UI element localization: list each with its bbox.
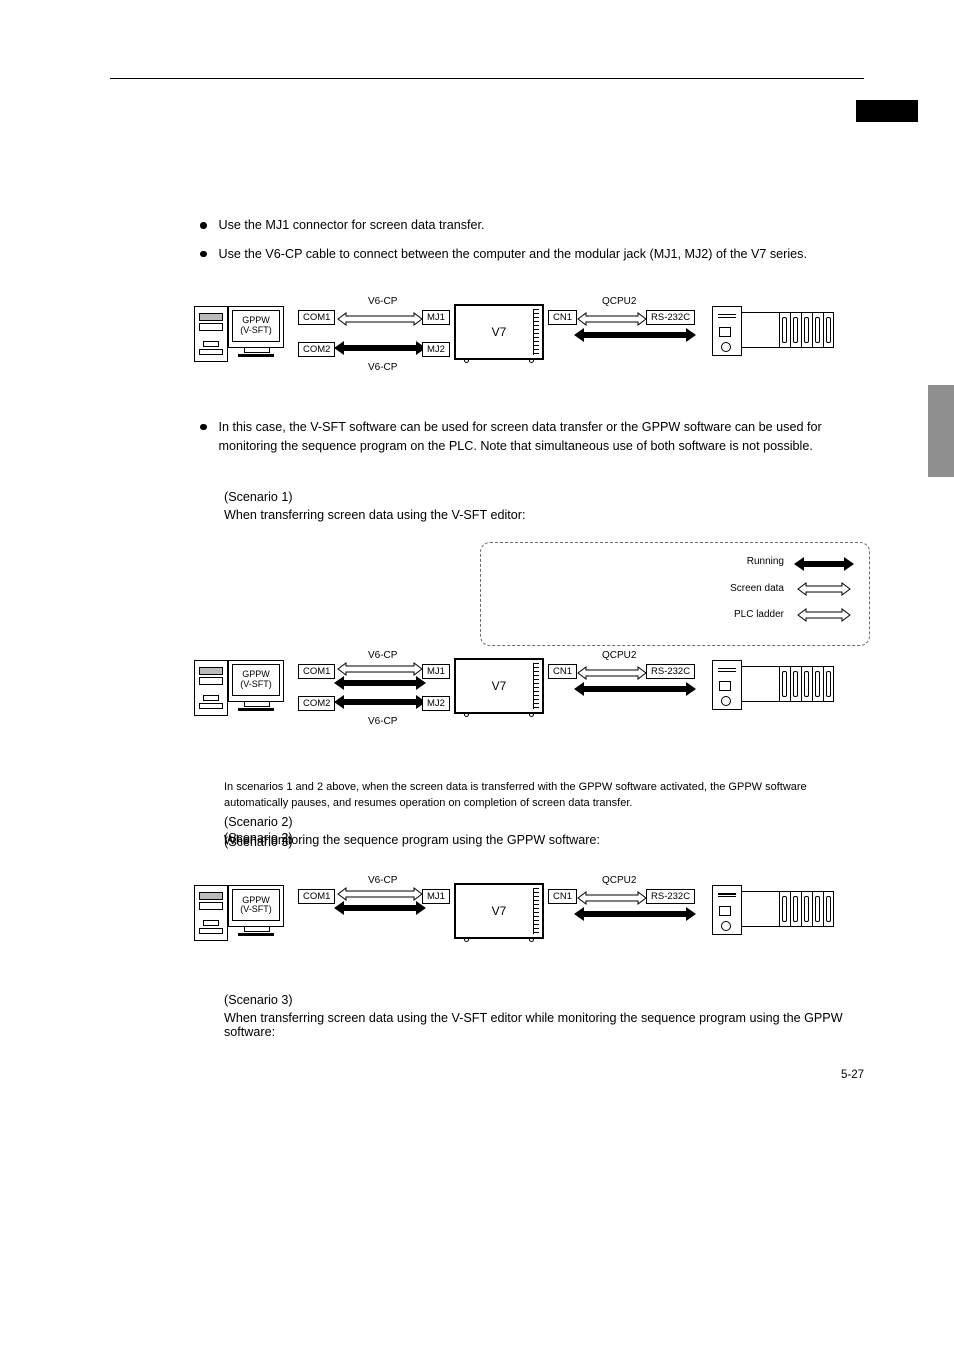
cn1-port: CN1: [548, 310, 577, 325]
com1-port: COM1: [298, 310, 335, 325]
diagram-overview: GPPW (V-SFT) COM1 COM2 V6-CP V6-CP MJ1 M…: [194, 278, 834, 388]
page-number: 5-27: [841, 1069, 864, 1081]
legend-screen: Screen data: [730, 582, 852, 596]
scenario-1-subtitle: When transferring screen data using the …: [224, 508, 864, 522]
pc-monitor-icon: GPPW (V-SFT): [228, 660, 284, 702]
mj1-port: MJ1: [422, 310, 450, 325]
outline-arrow: [336, 312, 424, 326]
scenario-2-title: (Scenario 2): [224, 815, 864, 829]
diagram-scenario-2: GPPW (V-SFT) COM1 V6-CP MJ1 V7 CN1 QCPU2: [194, 857, 834, 967]
legend-screen-label: Screen data: [730, 583, 784, 594]
outline-arrow: [336, 662, 424, 676]
bullet-dot-icon: [200, 251, 207, 258]
v7-label: V7: [492, 679, 507, 693]
bullet-dot-icon: [200, 424, 207, 431]
outline-arrow-icon: [796, 582, 852, 596]
rs232c-port: RS-232C: [646, 664, 695, 679]
scenario-1-title: (Scenario 1): [224, 490, 864, 504]
side-grey-tab: [928, 385, 954, 477]
scenario-3-title: (Scenario 3): [224, 993, 864, 1007]
qcpu2-label: QCPU2: [602, 296, 636, 307]
header-rule: [110, 78, 864, 79]
bullet-1-text: Use the MJ1 connector for screen data tr…: [219, 216, 865, 235]
v7-panel-icon: V7: [454, 883, 544, 939]
plc-rack-icon: [712, 885, 834, 933]
monitor-stand-icon: [244, 927, 270, 932]
bullet-2: Use the V6-CP cable to connect between t…: [200, 245, 864, 264]
outline-arrow-icon: [796, 608, 852, 622]
cn1-port: CN1: [548, 664, 577, 679]
monitor-base-icon: [238, 933, 274, 936]
v6cp-label-bottom: V6-CP: [368, 716, 397, 727]
outline-arrow: [576, 312, 648, 326]
mj1-port: MJ1: [422, 889, 450, 904]
page: Use the MJ1 connector for screen data tr…: [0, 0, 954, 1099]
monitor-base-icon: [238, 354, 274, 357]
com1-port: COM1: [298, 664, 335, 679]
scenario-2-block: (Scenario 2) When monitoring the sequenc…: [200, 815, 864, 1039]
bullet-2-text: Use the V6-CP cable to connect between t…: [219, 245, 865, 264]
header-black-tab: [856, 100, 918, 122]
legend-ladder: PLC ladder: [734, 608, 852, 622]
pc-monitor-icon: GPPW (V-SFT): [228, 306, 284, 348]
monitor-base-icon: [238, 708, 274, 711]
legend-running: Running: [747, 556, 852, 567]
mj1-port: MJ1: [422, 664, 450, 679]
v6cp-label-top: V6-CP: [368, 296, 397, 307]
outline-arrow: [576, 666, 648, 680]
com2-port: COM2: [298, 342, 335, 357]
com2-port: COM2: [298, 696, 335, 711]
page-header: [110, 78, 864, 148]
outline-arrow: [576, 891, 648, 905]
plc-rack-icon: [712, 660, 834, 708]
scenario-1-2-note: In scenarios 1 and 2 above, when the scr…: [224, 780, 864, 812]
bullet-3: In this case, the V-SFT software can be …: [200, 418, 864, 456]
diagram-scenario-1: Running Screen data PLC ladder GPPW (V-S…: [194, 532, 834, 772]
vsft-label: (V-SFT): [240, 905, 272, 915]
qcpu2-label: QCPU2: [602, 650, 636, 661]
v6cp-label-top: V6-CP: [368, 875, 397, 886]
mj2-port: MJ2: [422, 696, 450, 711]
bullet-3-text: In this case, the V-SFT software can be …: [219, 418, 865, 456]
bullet-1: Use the MJ1 connector for screen data tr…: [200, 216, 864, 235]
v7-label: V7: [492, 904, 507, 918]
v7-panel-icon: V7: [454, 658, 544, 714]
monitor-stand-icon: [244, 702, 270, 707]
pc-tower-icon: [194, 885, 228, 941]
scenario-3-subtitle: When transferring screen data using the …: [224, 1011, 864, 1039]
v7-label: V7: [492, 325, 507, 339]
vsft-label: (V-SFT): [240, 326, 272, 336]
pc-tower-icon: [194, 660, 228, 716]
qcpu2-label: QCPU2: [602, 875, 636, 886]
pc-tower-icon: [194, 306, 228, 362]
outline-arrow: [336, 887, 424, 901]
monitor-stand-icon: [244, 348, 270, 353]
com1-port: COM1: [298, 889, 335, 904]
rs232c-port: RS-232C: [646, 310, 695, 325]
bullet-dot-icon: [200, 222, 207, 229]
v6cp-label-top: V6-CP: [368, 650, 397, 661]
v6cp-label-bottom: V6-CP: [368, 362, 397, 373]
content-section: Use the MJ1 connector for screen data tr…: [200, 216, 864, 845]
legend-running-label: Running: [747, 556, 784, 567]
v7-panel-icon: V7: [454, 304, 544, 360]
pc-monitor-icon: GPPW (V-SFT): [228, 885, 284, 927]
legend-ladder-label: PLC ladder: [734, 609, 784, 620]
scenario-2-subtitle: When monitoring the sequence program usi…: [224, 833, 864, 847]
mj2-port: MJ2: [422, 342, 450, 357]
plc-rack-icon: [712, 306, 834, 354]
vsft-label: (V-SFT): [240, 680, 272, 690]
cn1-port: CN1: [548, 889, 577, 904]
rs232c-port: RS-232C: [646, 889, 695, 904]
